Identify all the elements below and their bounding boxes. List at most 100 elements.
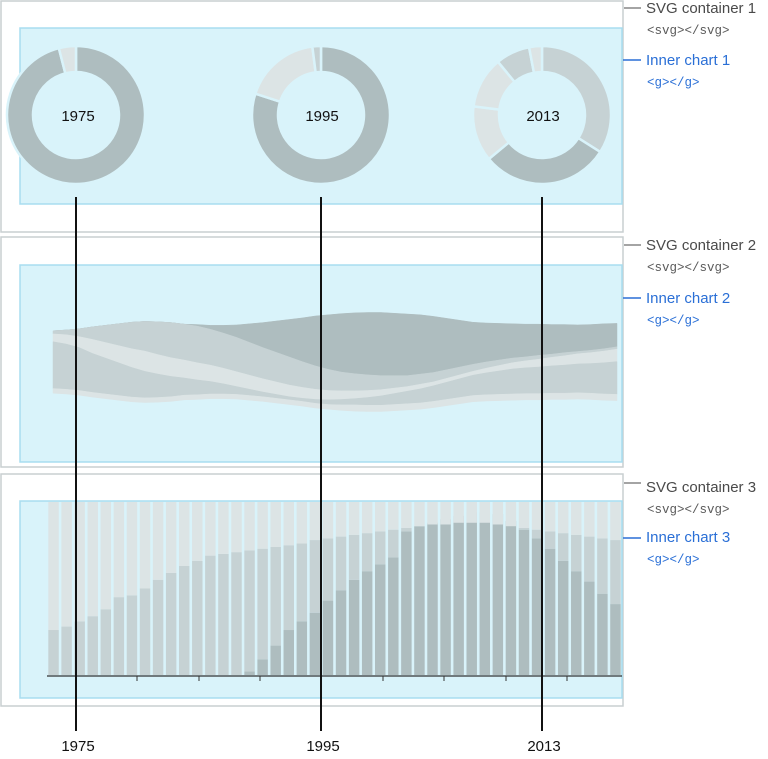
bar-23-mid bbox=[348, 534, 360, 580]
label-inner-chart-1: Inner chart 1 bbox=[646, 52, 730, 69]
bar-22-mid bbox=[335, 536, 347, 591]
bar-40-light bbox=[571, 502, 582, 535]
donut-1975-slice-0 bbox=[5, 44, 147, 186]
donut-2013-center bbox=[500, 73, 584, 157]
bar-chart-ticks bbox=[75, 676, 568, 681]
bar-40-mid bbox=[571, 534, 582, 572]
bar-35-light bbox=[505, 502, 517, 527]
label-container-3: SVG container 3 bbox=[646, 479, 756, 496]
bar-35-dark bbox=[505, 521, 517, 675]
bar-15-mid bbox=[244, 550, 255, 672]
donut-2013-slice-0 bbox=[540, 44, 613, 154]
bar-1-light bbox=[61, 502, 72, 627]
code-inner-chart-2: <g></g> bbox=[647, 314, 700, 328]
bar-29-dark bbox=[427, 522, 438, 675]
bar-13-mid bbox=[218, 553, 229, 675]
bar-11-light bbox=[192, 502, 203, 561]
donut-1995-slice-0 bbox=[250, 44, 392, 186]
label-inner-chart-2: Inner chart 2 bbox=[646, 290, 730, 307]
bar-13-light bbox=[218, 502, 229, 554]
bar-12-mid bbox=[205, 555, 216, 675]
bar-24-mid bbox=[361, 533, 373, 572]
donut-year-1995: 1995 bbox=[305, 108, 338, 125]
bar-28-dark bbox=[414, 526, 425, 675]
bar-31-light bbox=[453, 502, 464, 523]
bar-10-mid bbox=[178, 566, 190, 675]
bar-43-light bbox=[610, 502, 621, 541]
bar-27-mid bbox=[401, 527, 412, 532]
bar-8-light bbox=[152, 502, 164, 580]
bar-17-mid bbox=[270, 546, 281, 646]
donut-1975-slice-1 bbox=[57, 44, 78, 75]
code-container-1: <svg></svg> bbox=[647, 24, 730, 38]
bar-20-mid bbox=[309, 540, 321, 613]
year-label-2013: 2013 bbox=[527, 738, 560, 755]
bar-18-mid bbox=[283, 545, 294, 631]
bar-42-dark bbox=[597, 593, 608, 675]
year-label-1995: 1995 bbox=[306, 738, 339, 755]
bar-21-light bbox=[322, 502, 334, 539]
bar-30-dark bbox=[440, 519, 451, 675]
bar-10-light bbox=[178, 502, 190, 567]
bar-28-light bbox=[414, 502, 425, 527]
bar-2-light bbox=[74, 502, 85, 622]
bar-27-light bbox=[401, 502, 412, 528]
bar-39-mid bbox=[557, 533, 569, 561]
bar-21-dark bbox=[322, 600, 334, 675]
year-markers: 1975 1995 2013 bbox=[61, 197, 561, 755]
bar-22-light bbox=[335, 502, 347, 537]
bar-33-dark bbox=[479, 512, 491, 675]
donut-year-1975: 1975 bbox=[61, 108, 94, 125]
bar-38-mid bbox=[544, 531, 556, 549]
bar-3-light bbox=[87, 502, 98, 617]
bar-5-mid bbox=[113, 597, 125, 675]
bar-43-dark bbox=[610, 604, 621, 675]
bar-20-light bbox=[309, 502, 321, 541]
code-inner-chart-1: <g></g> bbox=[647, 76, 700, 90]
bar-23-dark bbox=[348, 579, 360, 675]
donut-2013-slice-5 bbox=[527, 44, 544, 75]
bar-24-dark bbox=[361, 571, 373, 675]
bar-8-mid bbox=[152, 579, 164, 675]
bar-26-dark bbox=[388, 557, 399, 675]
bar-43-mid bbox=[610, 540, 621, 605]
bar-38-light bbox=[544, 502, 556, 532]
bar-7-mid bbox=[139, 588, 151, 675]
donut-1995-center bbox=[279, 73, 363, 157]
code-inner-chart-3: <g></g> bbox=[647, 553, 700, 567]
bar-41-mid bbox=[584, 536, 595, 582]
code-container-2: <svg></svg> bbox=[647, 261, 730, 275]
bar-34-dark bbox=[492, 514, 504, 675]
bar-19-dark bbox=[296, 621, 308, 675]
bar-22-dark bbox=[335, 590, 347, 675]
bar-36-dark bbox=[518, 529, 530, 675]
bar-42-mid bbox=[597, 538, 608, 594]
bar-4-mid bbox=[100, 609, 112, 675]
bar-32-dark bbox=[466, 512, 477, 675]
bar-36-light bbox=[518, 502, 530, 528]
bar-26-light bbox=[388, 502, 399, 530]
bar-39-light bbox=[557, 502, 569, 534]
donut-1995-slice-2 bbox=[310, 44, 323, 74]
label-container-1: SVG container 1 bbox=[646, 0, 756, 17]
bar-9-light bbox=[165, 502, 177, 573]
bar-30-light bbox=[440, 502, 451, 525]
bar-5-light bbox=[113, 502, 125, 598]
label-container-2: SVG container 2 bbox=[646, 237, 756, 254]
bar-0-light bbox=[48, 502, 59, 631]
bar-24-light bbox=[361, 502, 373, 534]
bar-3-mid bbox=[87, 616, 98, 675]
bar-42-light bbox=[597, 502, 608, 539]
bar-26-mid bbox=[388, 529, 399, 558]
bar-36-mid bbox=[518, 527, 530, 530]
bar-18-light bbox=[283, 502, 294, 546]
bar-39-dark bbox=[557, 560, 569, 675]
bar-37-dark bbox=[531, 538, 543, 675]
bar-27-dark bbox=[401, 531, 412, 675]
bar-14-light bbox=[231, 502, 242, 553]
bar-37-mid bbox=[531, 529, 543, 539]
label-inner-chart-3: Inner chart 3 bbox=[646, 529, 730, 546]
bar-37-light bbox=[531, 502, 543, 530]
bar-4-light bbox=[100, 502, 112, 610]
